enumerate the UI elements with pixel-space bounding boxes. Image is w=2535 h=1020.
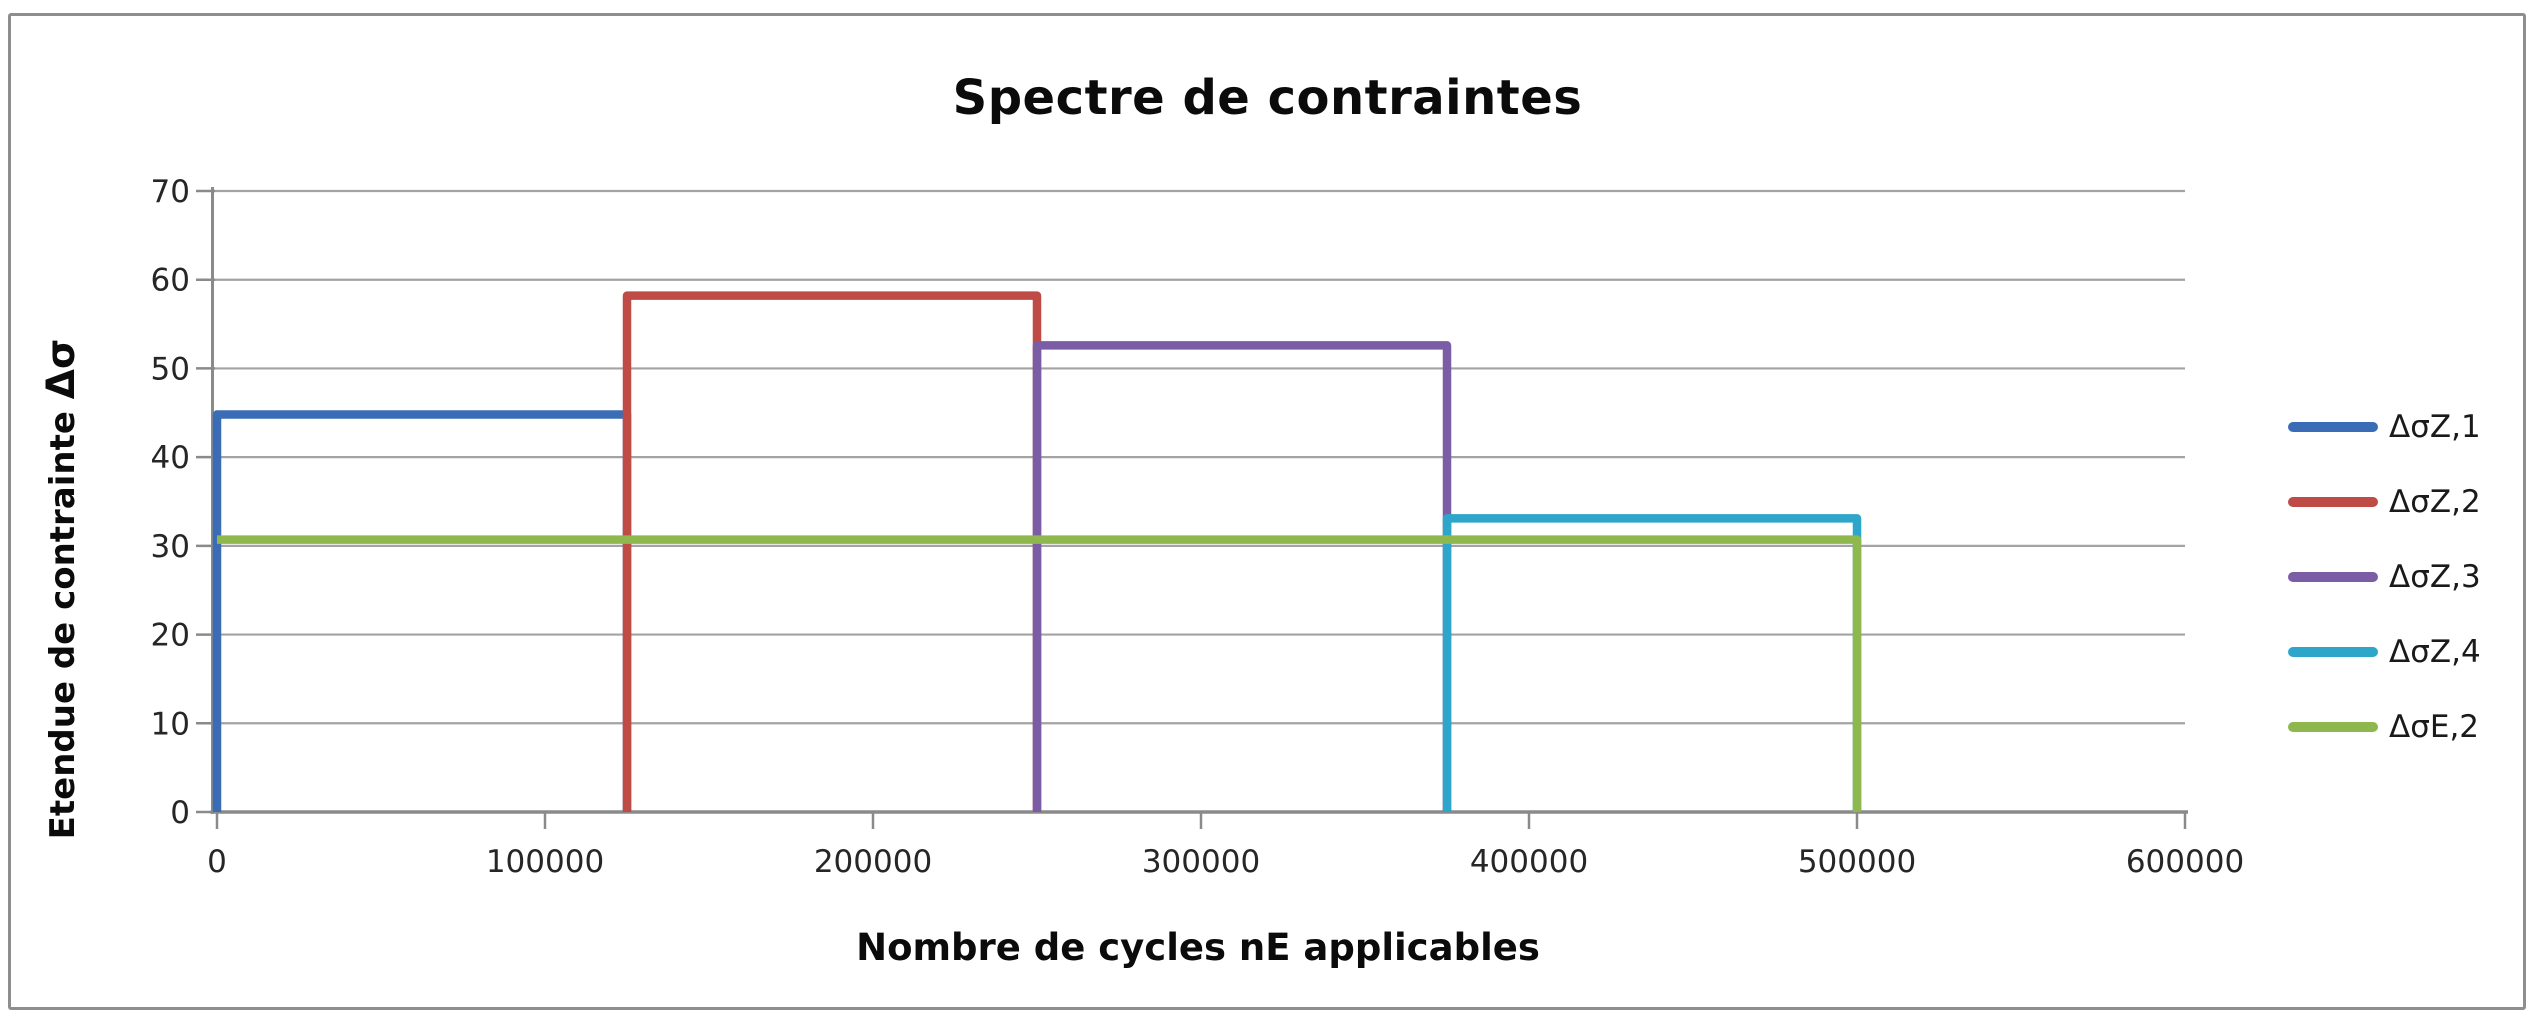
series-line bbox=[622, 291, 1042, 812]
legend-label: ΔσZ,2 bbox=[2389, 483, 2481, 520]
series-line bbox=[212, 410, 632, 812]
y-tick-label: 30 bbox=[151, 529, 190, 565]
y-tick-label: 0 bbox=[170, 795, 190, 831]
x-tick-label: 500000 bbox=[1798, 844, 1916, 880]
y-axis-title-text: Etendue de contrainte bbox=[43, 411, 83, 840]
legend-item: ΔσZ,1 bbox=[2288, 389, 2481, 464]
legend-item: ΔσE,2 bbox=[2288, 689, 2481, 764]
y-tick-label: 40 bbox=[151, 440, 190, 476]
legend-item: ΔσZ,4 bbox=[2288, 614, 2481, 689]
series-line bbox=[1442, 514, 1862, 812]
legend-label: ΔσZ,1 bbox=[2389, 408, 2481, 445]
legend-label: ΔσZ,4 bbox=[2389, 633, 2481, 670]
x-tick-label: 600000 bbox=[2126, 844, 2244, 880]
legend-item: ΔσZ,3 bbox=[2288, 539, 2481, 614]
legend-line-swatch bbox=[2288, 496, 2378, 507]
y-axis-title: Etendue de contrainte Δσ bbox=[37, 289, 87, 889]
legend-line-swatch bbox=[2288, 571, 2378, 582]
legend-line-swatch bbox=[2288, 421, 2378, 432]
x-tick-label: 400000 bbox=[1470, 844, 1588, 880]
legend-line-swatch bbox=[2288, 721, 2378, 732]
y-tick-label: 60 bbox=[151, 263, 190, 299]
y-tick-label: 20 bbox=[151, 618, 190, 654]
x-tick-label: 200000 bbox=[814, 844, 932, 880]
y-tick-label: 70 bbox=[151, 174, 190, 210]
y-tick-label: 50 bbox=[151, 351, 190, 387]
y-axis-title-symbol: Δσ bbox=[39, 338, 84, 400]
x-tick-label: 100000 bbox=[486, 844, 604, 880]
series-line bbox=[1032, 341, 1452, 812]
legend-label: ΔσE,2 bbox=[2389, 708, 2480, 745]
y-tick-label: 10 bbox=[151, 706, 190, 742]
x-axis-title: Nombre de cycles nE applicables bbox=[856, 926, 1540, 969]
x-tick-label: 300000 bbox=[1142, 844, 1260, 880]
x-tick-label: 0 bbox=[207, 844, 227, 880]
legend: ΔσZ,1 ΔσZ,2 ΔσZ,3 ΔσZ,4 ΔσE,2 bbox=[2288, 389, 2481, 764]
series-line bbox=[217, 535, 1862, 812]
legend-label: ΔσZ,3 bbox=[2389, 558, 2481, 595]
chart-title: Spectre de contraintes bbox=[952, 70, 1583, 126]
legend-item: ΔσZ,2 bbox=[2288, 464, 2481, 539]
legend-line-swatch bbox=[2288, 646, 2378, 657]
